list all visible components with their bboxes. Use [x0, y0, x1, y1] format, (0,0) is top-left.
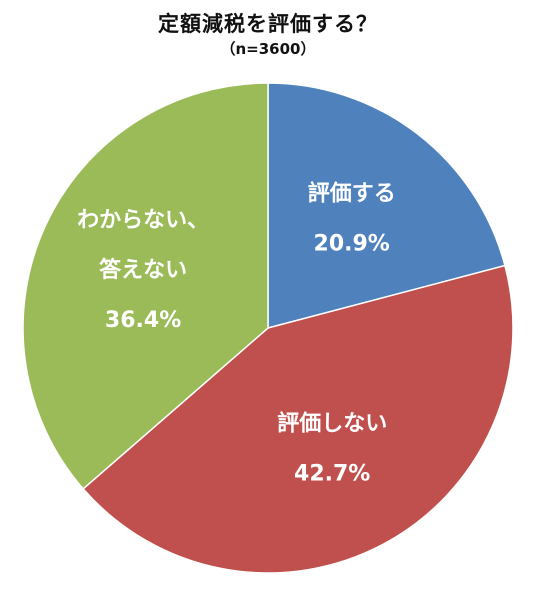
slice-category-label-2: 答えない: [99, 257, 187, 283]
slice-value-label-2: 36.4%: [105, 308, 181, 333]
pie-labels: 評価する 20.9% 評価しない 42.7% わからない、答えない 36.4%: [77, 180, 396, 486]
chart-title: 定額減税を評価する？: [158, 12, 378, 36]
chart-subtitle: （n=3600）: [220, 40, 316, 58]
slice-category-label-1: 評価しない: [277, 410, 387, 436]
pie-slice-0: [267, 82, 506, 329]
slice-value-label-0: 20.9%: [314, 231, 390, 256]
slice-value-label-1: 42.7%: [294, 461, 370, 486]
pie-slice-2: [22, 82, 269, 490]
pie-slice-1: [82, 264, 514, 574]
slice-category-label-2: わからない、: [77, 208, 209, 233]
pie-slices: [22, 82, 514, 574]
slice-category-label-0: 評価する: [308, 180, 396, 206]
